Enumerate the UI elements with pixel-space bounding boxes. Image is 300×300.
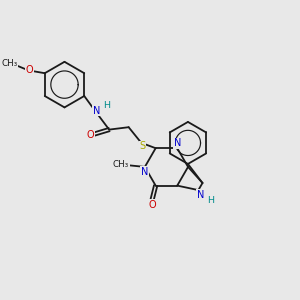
Text: N: N xyxy=(93,106,100,116)
Text: CH₃: CH₃ xyxy=(2,59,18,68)
Text: N: N xyxy=(174,138,182,148)
Text: H: H xyxy=(103,100,110,109)
Text: H: H xyxy=(208,196,214,205)
Text: CH₃: CH₃ xyxy=(113,160,129,169)
Text: O: O xyxy=(26,65,34,75)
Text: S: S xyxy=(140,141,146,152)
Text: O: O xyxy=(148,200,156,210)
Text: N: N xyxy=(141,167,148,177)
Text: N: N xyxy=(197,190,205,200)
Text: O: O xyxy=(86,130,94,140)
